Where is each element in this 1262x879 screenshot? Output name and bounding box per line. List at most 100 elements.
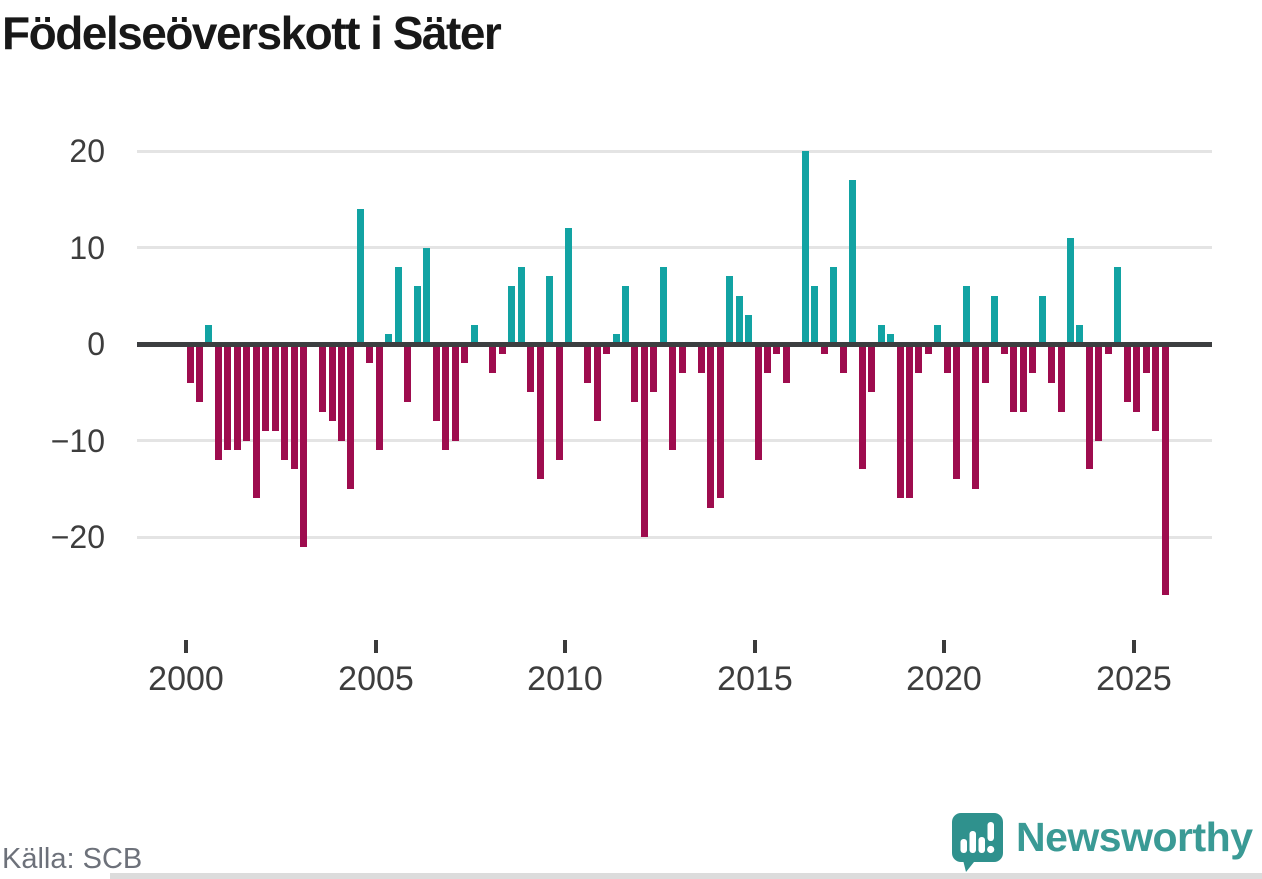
bar-quarter-18 <box>357 209 364 344</box>
bar-quarter-15 <box>329 344 336 421</box>
x-axis-tick-2015 <box>753 640 757 653</box>
gridline-y--20 <box>137 536 1212 539</box>
bar-quarter-28 <box>452 344 459 441</box>
bar-quarter-57 <box>726 276 733 344</box>
y-axis-label-20: 20 <box>69 133 105 169</box>
bar-quarter-97 <box>1105 344 1112 354</box>
bar-quarter-51 <box>669 344 676 450</box>
bar-quarter-89 <box>1029 344 1036 373</box>
bar-quarter-27 <box>442 344 449 450</box>
bar-quarter-9 <box>272 344 279 431</box>
gridline-y-10 <box>137 246 1212 249</box>
zero-baseline <box>137 342 1212 347</box>
bar-quarter-84 <box>982 344 989 383</box>
bar-quarter-70 <box>849 180 856 344</box>
bar-quarter-63 <box>783 344 790 383</box>
bar-quarter-100 <box>1133 344 1140 412</box>
bar-quarter-68 <box>830 267 837 344</box>
bar-quarter-90 <box>1039 296 1046 344</box>
bar-quarter-99 <box>1124 344 1131 402</box>
x-axis-tick-2000 <box>184 640 188 653</box>
bar-quarter-47 <box>631 344 638 402</box>
x-axis-tick-2020 <box>942 640 946 653</box>
bar-quarter-62 <box>773 344 780 354</box>
bar-quarter-7 <box>253 344 260 498</box>
x-axis-label-2025: 2025 <box>1096 660 1172 698</box>
bar-quarter-21 <box>385 334 392 344</box>
bar-quarter-44 <box>603 344 610 354</box>
bar-quarter-34 <box>508 286 515 344</box>
bar-quarter-61 <box>764 344 771 373</box>
x-axis-tick-2010 <box>563 640 567 653</box>
bar-quarter-69 <box>840 344 847 373</box>
bar-quarter-59 <box>745 315 752 344</box>
bar-quarter-54 <box>698 344 705 373</box>
y-axis-label-0: 0 <box>87 326 105 362</box>
bar-quarter-67 <box>821 344 828 354</box>
x-axis-tick-2025 <box>1132 640 1136 653</box>
bar-quarter-85 <box>991 296 998 344</box>
bar-quarter-32 <box>489 344 496 373</box>
bar-quarter-19 <box>366 344 373 363</box>
bar-quarter-50 <box>660 267 667 344</box>
bar-quarter-26 <box>433 344 440 421</box>
bar-quarter-1 <box>196 344 203 402</box>
bar-quarter-102 <box>1152 344 1159 431</box>
bar-quarter-12 <box>300 344 307 547</box>
bar-quarter-92 <box>1058 344 1065 412</box>
brand-name: Newsworthy <box>1016 813 1253 860</box>
bar-quarter-35 <box>518 267 525 344</box>
gridline-y-20 <box>137 150 1212 153</box>
bar-quarter-98 <box>1114 267 1121 344</box>
bar-quarter-88 <box>1020 344 1027 412</box>
source-note: Källa: SCB <box>2 843 143 875</box>
y-axis-label-10: 10 <box>69 230 105 266</box>
bar-quarter-22 <box>395 267 402 344</box>
x-axis-label-2010: 2010 <box>527 660 603 698</box>
bar-quarter-8 <box>262 344 269 431</box>
bar-quarter-79 <box>934 325 941 344</box>
bar-quarter-55 <box>707 344 714 508</box>
bar-quarter-56 <box>717 344 724 498</box>
newsworthy-speech-bubble-chart-icon <box>948 810 1006 872</box>
bar-quarter-10 <box>281 344 288 460</box>
x-axis-label-2005: 2005 <box>338 660 414 698</box>
bar-quarter-40 <box>565 228 572 344</box>
bar-quarter-39 <box>556 344 563 460</box>
bar-quarter-66 <box>811 286 818 344</box>
bar-quarter-5 <box>234 344 241 450</box>
x-axis-label-2015: 2015 <box>717 660 793 698</box>
bar-quarter-75 <box>897 344 904 498</box>
bar-quarter-71 <box>859 344 866 469</box>
bar-quarter-78 <box>925 344 932 354</box>
chart-title: Födelseöverskott i Säter <box>2 7 502 59</box>
bar-quarter-17 <box>347 344 354 489</box>
bar-quarter-80 <box>944 344 951 373</box>
x-axis-tick-2005 <box>374 640 378 653</box>
y-axis-label--10: −10 <box>50 423 105 459</box>
x-axis-label-2000: 2000 <box>148 660 224 698</box>
bar-quarter-36 <box>527 344 534 392</box>
bar-quarter-60 <box>755 344 762 460</box>
bar-quarter-87 <box>1010 344 1017 412</box>
bar-quarter-30 <box>471 325 478 344</box>
bar-quarter-73 <box>878 325 885 344</box>
bar-quarter-82 <box>963 286 970 344</box>
bar-quarter-42 <box>584 344 591 383</box>
bar-quarter-77 <box>915 344 922 373</box>
bar-quarter-83 <box>972 344 979 489</box>
bar-quarter-37 <box>537 344 544 479</box>
bar-quarter-3 <box>215 344 222 460</box>
bar-quarter-16 <box>338 344 345 441</box>
bar-quarter-93 <box>1067 238 1074 344</box>
bar-quarter-14 <box>319 344 326 412</box>
bar-quarter-23 <box>404 344 411 402</box>
bar-quarter-94 <box>1076 325 1083 344</box>
bottom-divider-bar <box>110 873 1262 879</box>
bar-quarter-72 <box>868 344 875 392</box>
bar-quarter-6 <box>243 344 250 441</box>
bar-quarter-65 <box>802 151 809 344</box>
bar-quarter-38 <box>546 276 553 344</box>
bar-quarter-11 <box>291 344 298 469</box>
